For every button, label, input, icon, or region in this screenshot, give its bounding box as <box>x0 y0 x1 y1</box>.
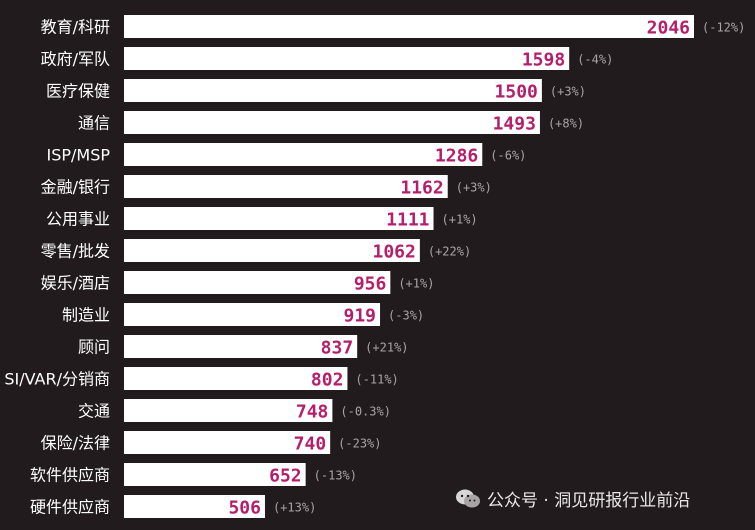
change-label: (+21%) <box>365 341 408 355</box>
category-label: 保险/法律 <box>41 434 110 453</box>
value-label: 506 <box>228 498 261 519</box>
category-label: 零售/批发 <box>41 242 110 261</box>
value-label: 1493 <box>493 114 536 135</box>
value-label: 919 <box>344 306 377 327</box>
change-label: (+13%) <box>273 501 316 515</box>
bar <box>124 111 540 134</box>
category-label: 教育/科研 <box>41 18 110 37</box>
change-label: (+3%) <box>456 181 492 195</box>
category-label: 娱乐/酒店 <box>41 274 110 293</box>
change-label: (-13%) <box>314 469 357 483</box>
bar <box>124 431 331 454</box>
bar <box>124 399 333 422</box>
change-label: (+1%) <box>398 277 434 291</box>
bar <box>124 303 381 326</box>
category-label: 公用事业 <box>46 210 110 229</box>
category-label: 硬件供应商 <box>30 498 110 517</box>
value-label: 2046 <box>647 18 690 39</box>
category-label: SI/VAR/分销商 <box>4 370 110 389</box>
bar <box>124 239 420 262</box>
value-label: 652 <box>269 466 302 487</box>
watermark: 公众号 · 洞见研报行业前沿 <box>455 486 690 511</box>
category-label: 金融/银行 <box>41 178 110 197</box>
category-label: 制造业 <box>62 306 110 325</box>
watermark-text: 公众号 · 洞见研报行业前沿 <box>487 491 691 511</box>
value-label: 1162 <box>400 178 443 199</box>
value-label: 1286 <box>435 146 478 167</box>
value-label: 956 <box>354 274 387 295</box>
value-label: 1500 <box>495 82 538 103</box>
change-label: (+8%) <box>548 117 584 131</box>
value-label: 748 <box>296 402 329 423</box>
bar <box>124 335 358 358</box>
value-label: 1062 <box>373 242 416 263</box>
change-label: (-23%) <box>338 437 381 451</box>
category-label: 政府/军队 <box>41 50 110 69</box>
category-label: ISP/MSP <box>46 146 110 165</box>
bar <box>124 15 694 38</box>
bar <box>124 207 434 230</box>
change-label: (-11%) <box>355 373 398 387</box>
bar <box>124 175 448 198</box>
value-label: 837 <box>321 338 354 359</box>
bar <box>124 495 265 518</box>
value-label: 1111 <box>386 210 429 231</box>
category-label: 通信 <box>78 114 110 133</box>
change-label: (-12%) <box>702 21 745 35</box>
bar <box>124 79 542 102</box>
category-label: 交通 <box>78 402 110 421</box>
wechat-icon <box>455 488 481 510</box>
change-label: (-0.3%) <box>340 405 391 419</box>
change-label: (-3%) <box>388 309 424 323</box>
value-label: 1598 <box>522 50 565 71</box>
bar <box>124 47 570 70</box>
category-label: 顾问 <box>78 338 110 357</box>
value-label: 802 <box>311 370 344 391</box>
bar <box>124 367 348 390</box>
change-label: (-4%) <box>577 53 613 67</box>
bar <box>124 143 483 166</box>
change-label: (-6%) <box>490 149 526 163</box>
change-label: (+1%) <box>442 213 478 227</box>
bar <box>124 271 391 294</box>
value-label: 740 <box>294 434 327 455</box>
category-label: 软件供应商 <box>30 466 110 485</box>
category-label: 医疗保健 <box>46 82 110 101</box>
change-label: (+3%) <box>550 85 586 99</box>
change-label: (+22%) <box>428 245 471 259</box>
bar <box>124 463 306 486</box>
